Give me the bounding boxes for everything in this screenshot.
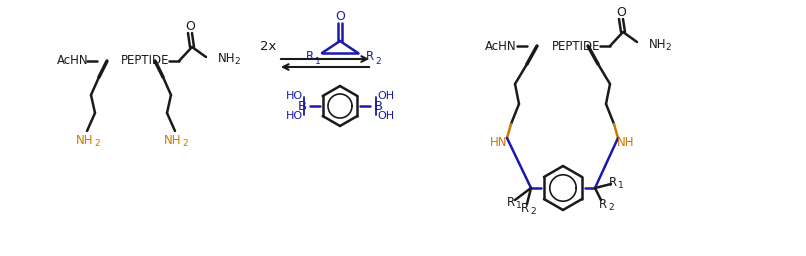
- Text: R: R: [306, 50, 314, 63]
- Text: 2: 2: [609, 204, 614, 212]
- Text: 2: 2: [375, 57, 380, 66]
- Text: HN: HN: [490, 135, 508, 148]
- Text: B: B: [373, 100, 383, 112]
- Text: HO: HO: [285, 91, 302, 101]
- Text: 1: 1: [618, 182, 624, 190]
- Text: R: R: [521, 201, 529, 215]
- Text: R: R: [609, 176, 617, 188]
- Text: O: O: [185, 20, 195, 34]
- Text: AcHN: AcHN: [57, 55, 89, 68]
- Text: AcHN: AcHN: [485, 39, 517, 52]
- Text: R: R: [599, 197, 607, 210]
- Text: 2: 2: [94, 140, 100, 148]
- Text: OH: OH: [377, 91, 395, 101]
- Text: O: O: [335, 9, 345, 23]
- Text: PEPTIDE: PEPTIDE: [121, 55, 169, 68]
- Text: 2: 2: [182, 140, 188, 148]
- Text: NH: NH: [617, 135, 635, 148]
- Text: R: R: [507, 196, 515, 208]
- Text: 1: 1: [315, 57, 321, 66]
- Text: NH: NH: [649, 37, 667, 50]
- Text: NH: NH: [77, 134, 93, 147]
- Text: 2: 2: [665, 42, 671, 51]
- Text: 2x: 2x: [260, 39, 276, 52]
- Text: B: B: [297, 100, 306, 112]
- Text: HO: HO: [285, 111, 302, 121]
- Text: OH: OH: [377, 111, 395, 121]
- Text: 1: 1: [516, 201, 521, 210]
- Text: NH: NH: [164, 134, 181, 147]
- Text: NH: NH: [218, 52, 235, 66]
- Text: 2: 2: [234, 58, 239, 67]
- Text: PEPTIDE: PEPTIDE: [552, 39, 600, 52]
- Text: R: R: [366, 50, 374, 63]
- Text: O: O: [616, 5, 626, 18]
- Text: 2: 2: [530, 208, 536, 217]
